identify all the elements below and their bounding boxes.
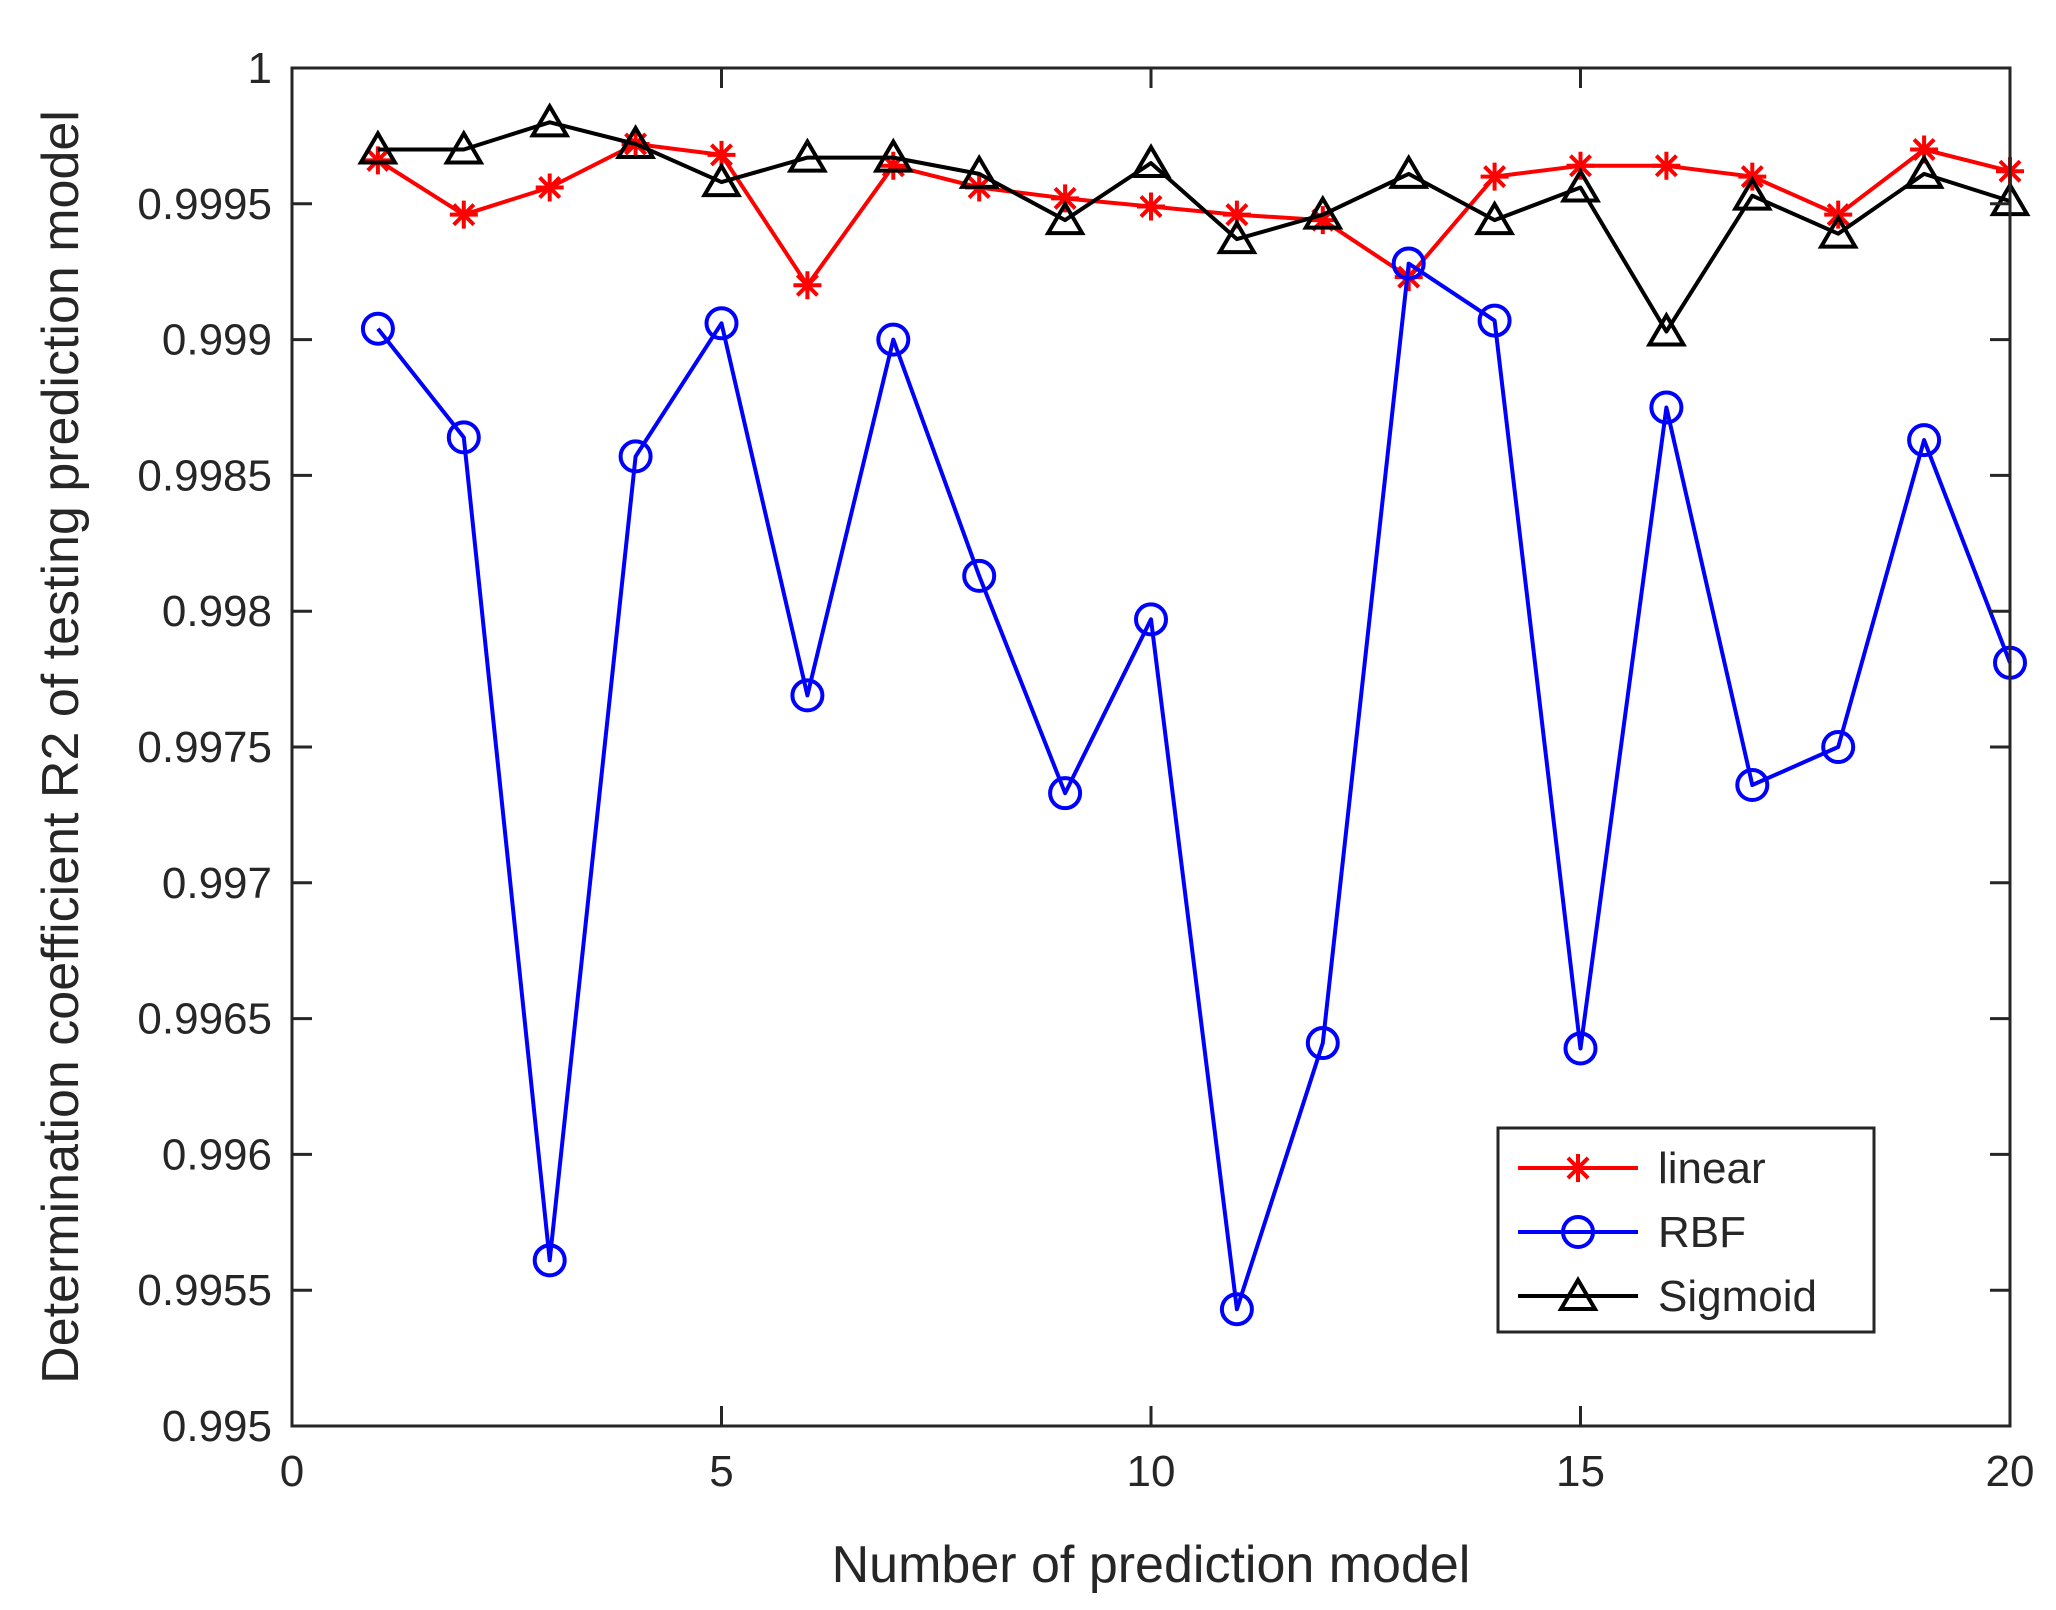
point-linear-15 <box>1566 151 1595 180</box>
y-tick-label-2: 0.996 <box>162 1130 272 1179</box>
point-sigmoid-16 <box>1645 311 1687 347</box>
point-sigmoid-4 <box>615 124 657 160</box>
legend-item-rbf: RBF <box>1518 1208 1746 1257</box>
point-linear-9 <box>1051 184 1080 213</box>
point-sigmoid-17 <box>1731 175 1773 211</box>
point-sigmoid-13 <box>1388 153 1430 189</box>
point-rbf-15 <box>1563 1031 1598 1066</box>
point-rbf-1 <box>360 311 395 346</box>
point-sigmoid-5 <box>701 162 742 198</box>
point-sigmoid-6 <box>786 137 828 173</box>
point-rbf-10 <box>1134 602 1168 637</box>
point-rbf-8 <box>962 558 997 593</box>
series-line-linear <box>376 142 2011 288</box>
y-tick-label-10: 1 <box>248 44 272 93</box>
y-tick-label-4: 0.997 <box>162 859 272 908</box>
y-tick-label-8: 0.999 <box>162 316 272 365</box>
series-line-rbf <box>376 261 2012 1312</box>
y-tick-label-0: 0.995 <box>162 1402 272 1451</box>
point-rbf-12 <box>1305 1026 1340 1061</box>
legend-label-linear: linear <box>1658 1144 1766 1193</box>
x-tick-label-0: 0 <box>280 1447 304 1496</box>
legend-marker-linear <box>1564 1154 1592 1182</box>
point-rbf-17 <box>1735 768 1770 803</box>
point-rbf-4 <box>618 439 653 474</box>
x-tick-label-10: 10 <box>1127 1447 1176 1496</box>
point-sigmoid-9 <box>1044 200 1086 236</box>
point-sigmoid-2 <box>443 129 485 165</box>
point-rbf-16 <box>1649 390 1684 425</box>
point-rbf-9 <box>1048 776 1083 811</box>
legend-label-sigmoid: Sigmoid <box>1658 1272 1817 1321</box>
y-tick-label-9: 0.9995 <box>137 180 272 229</box>
point-linear-7 <box>879 151 908 180</box>
series-rbf <box>360 246 2027 1327</box>
point-linear-10 <box>1137 192 1165 221</box>
legend-item-sigmoid: Sigmoid <box>1518 1272 1817 1321</box>
series-sigmoid <box>357 102 2031 347</box>
point-linear-19 <box>1910 135 1939 164</box>
point-linear-1 <box>363 146 392 175</box>
legend: linear RBF Sigmoid <box>1496 1126 1876 1334</box>
x-tick-label-20: 20 <box>1986 1447 2035 1496</box>
legend-label-rbf: RBF <box>1658 1208 1746 1257</box>
point-linear-5 <box>707 140 736 169</box>
point-sigmoid-1 <box>357 129 399 165</box>
point-rbf-14 <box>1477 303 1512 338</box>
y-tick-label-7: 0.9985 <box>137 451 272 500</box>
x-tick-label-15: 15 <box>1556 1447 1605 1496</box>
point-rbf-5 <box>704 306 739 341</box>
point-linear-2 <box>449 200 478 229</box>
point-linear-11 <box>1222 200 1251 229</box>
point-rbf-3 <box>532 1243 567 1278</box>
point-sigmoid-19 <box>1903 153 1945 189</box>
x-tick-label-5: 5 <box>709 1447 733 1496</box>
point-linear-3 <box>535 173 564 202</box>
point-linear-14 <box>1480 162 1509 191</box>
point-rbf-11 <box>1219 1292 1254 1327</box>
y-tick-label-6: 0.998 <box>162 587 272 636</box>
point-sigmoid-14 <box>1474 200 1516 236</box>
point-sigmoid-3 <box>529 102 571 138</box>
point-sigmoid-15 <box>1560 167 1601 203</box>
point-sigmoid-7 <box>872 137 914 173</box>
y-tick-label-1: 0.9955 <box>137 1266 272 1315</box>
point-rbf-19 <box>1907 423 1942 458</box>
point-sigmoid-8 <box>958 153 1000 189</box>
legend-marker-rbf <box>1561 1215 1595 1249</box>
point-sigmoid-12 <box>1302 194 1344 230</box>
legend-marker-sigmoid <box>1557 1276 1599 1311</box>
point-linear-16 <box>1652 151 1681 180</box>
point-linear-12 <box>1308 206 1337 235</box>
point-sigmoid-10 <box>1130 143 1172 179</box>
point-rbf-18 <box>1821 730 1856 764</box>
point-rbf-7 <box>876 322 911 357</box>
y-tick-label-3: 0.9965 <box>137 995 272 1044</box>
point-rbf-13 <box>1391 246 1426 281</box>
y-axis-label: Determination coefficient R2 of testing … <box>32 110 90 1384</box>
y-tick-label-5: 0.9975 <box>137 723 272 772</box>
x-axis-label: Number of prediction model <box>832 1536 1471 1594</box>
point-sigmoid-11 <box>1216 219 1258 255</box>
point-linear-6 <box>793 271 822 300</box>
axes: 0 5 10 15 20 0.995 0.9955 0.996 0.9965 0.997 0.997… <box>137 44 2034 1496</box>
plot-content <box>357 102 2031 1327</box>
point-sigmoid-18 <box>1817 213 1859 249</box>
point-rbf-2 <box>446 420 481 455</box>
legend-item-linear: linear <box>1518 1144 1766 1193</box>
point-rbf-6 <box>790 678 825 713</box>
